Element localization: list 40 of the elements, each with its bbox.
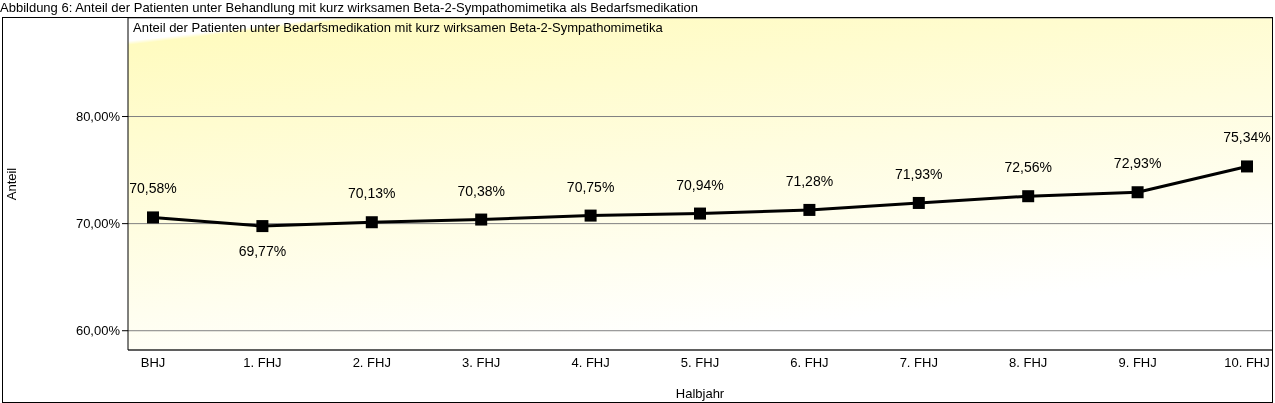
x-tick-label: 4. FHJ [571,355,610,371]
data-label: 70,13% [348,185,396,202]
point [1241,160,1253,173]
y-tick-label: 80,00% [75,109,121,125]
data-label: 70,75% [566,178,615,195]
x-tick-label: 3. FHJ [462,355,501,371]
point [694,207,706,220]
x-tick-label: 10. FHJ [1224,355,1270,371]
point [803,203,816,216]
data-label: 75,34% [1223,129,1271,146]
point [256,220,269,233]
point [584,209,597,222]
x-tick-label: 6. FHJ [790,355,829,371]
data-label: 70,38% [457,182,505,199]
data-label: 70,94% [676,176,724,193]
point [475,213,488,226]
data-label: 72,56% [1004,159,1052,176]
x-tick-label: 1. FHJ [243,355,282,371]
data-label: 69,77% [238,243,287,260]
point [365,216,378,229]
y-tick-label: 60,00% [75,323,121,339]
data-label: 71,28% [785,172,834,189]
y-axis-title: Anteil [3,167,19,201]
chart-subtitle: Anteil der Patienten unter Bedarfsmedikation mit kurz wirksamen Beta-2-Sympathomimetika [133,20,663,35]
x-axis-title: Halbjahr [675,386,725,401]
x-tick-label: BHJ [140,355,166,371]
point [147,211,159,224]
x-tick-label: 5. FHJ [680,355,720,371]
x-tick-label: 9. FHJ [1118,355,1157,371]
point [912,196,925,209]
point [1131,186,1144,199]
chart-title: Abbildung 6: Anteil der Patienten unter Behandlung mit kurz wirksamen Beta-2-Sympathomimetika als Bedarfsmedikation [0,0,700,17]
x-tick-label: 2. FHJ [352,355,391,371]
x-tick-label: 8. FHJ [1009,355,1048,371]
data-label: 70,58% [129,180,177,197]
x-tick-label: 7. FHJ [899,355,938,371]
y-tick-label: 70,00% [75,216,121,232]
data-label: 72,93% [1113,155,1162,172]
data-label: 71,93% [895,165,943,182]
point [1022,190,1035,203]
